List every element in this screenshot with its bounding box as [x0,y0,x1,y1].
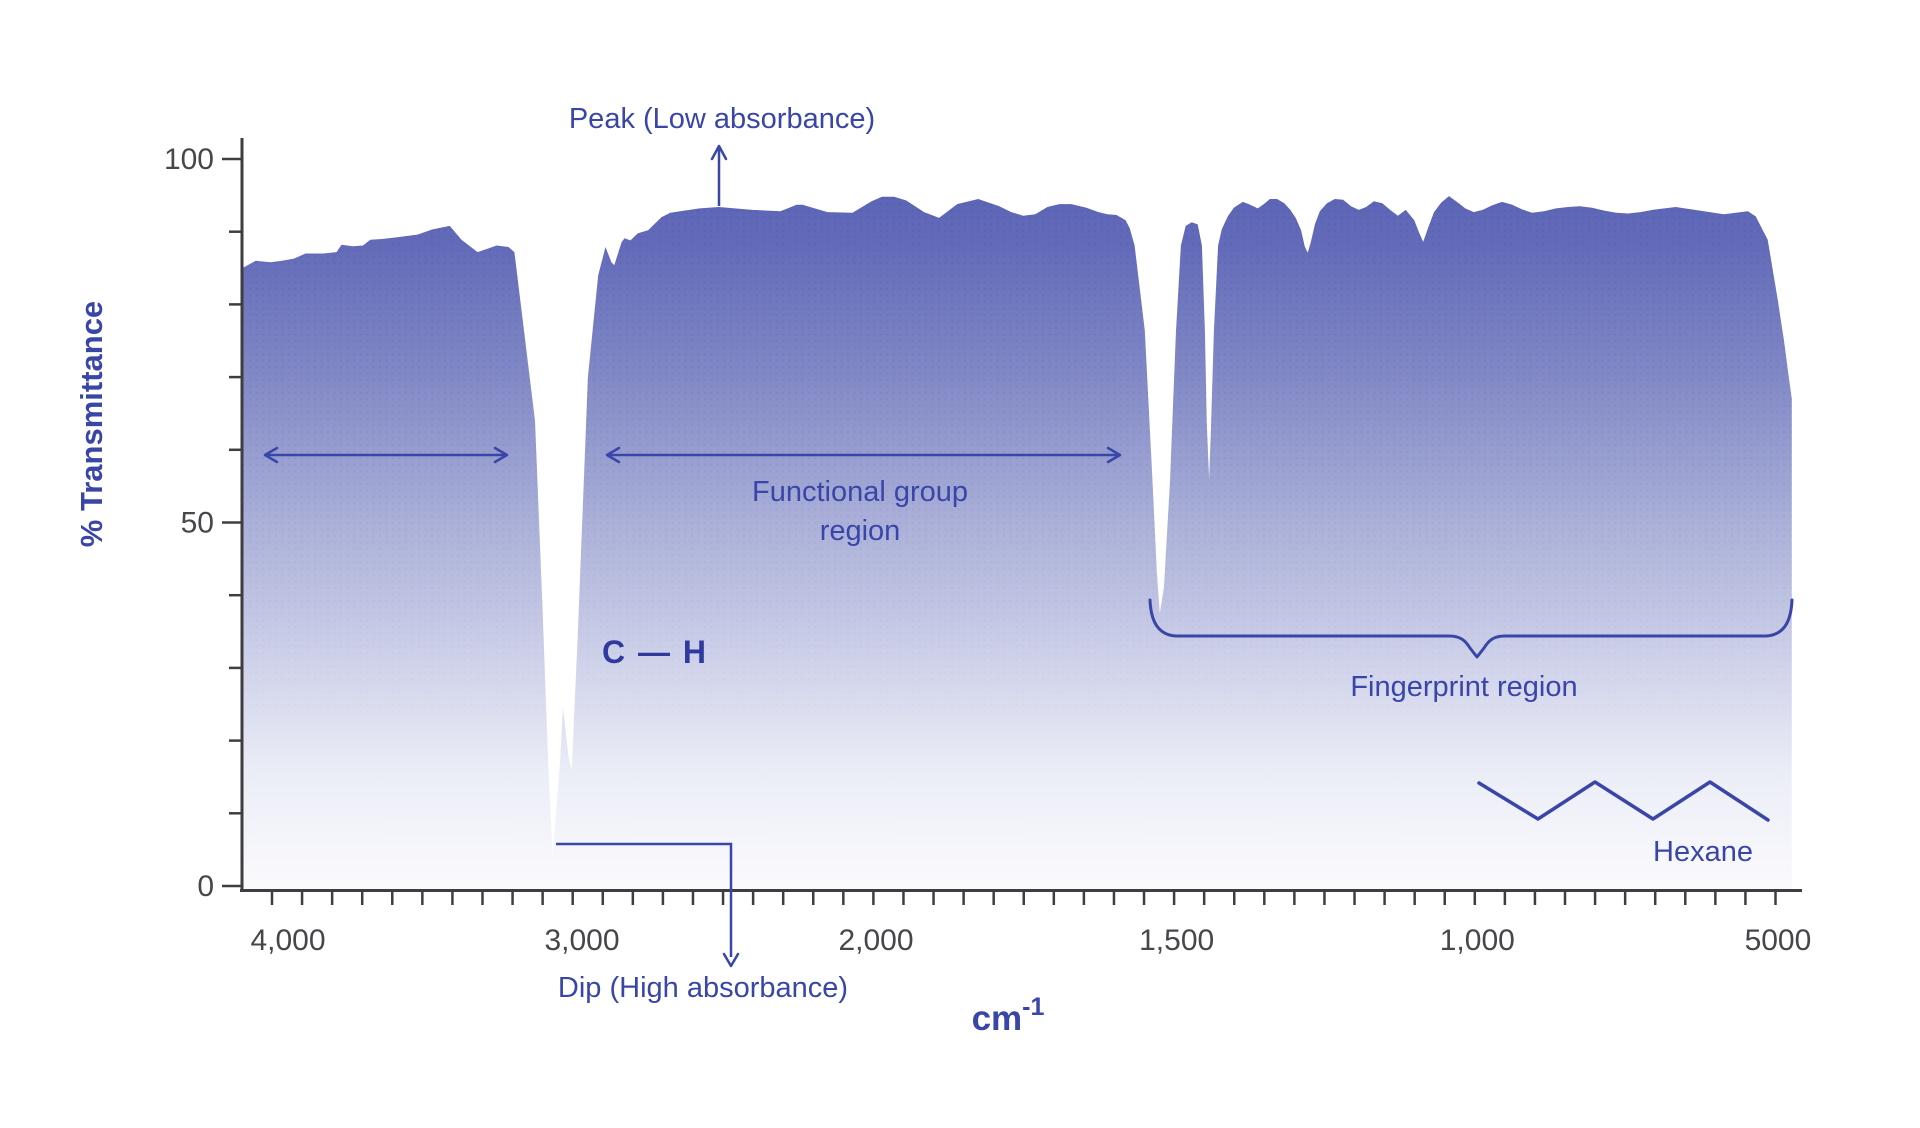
functional-group-label-line2: region [820,515,901,547]
peak-arrow-up-icon [710,144,728,161]
y-tick-label: 100 [164,143,214,176]
arrow-right-icon [493,446,509,464]
x-tick-labels: 4,000 3,000 2,000 1,500 1,000 5000 [250,924,1811,957]
x-tick-label: 2,000 [838,924,913,957]
x-tick-label: 5000 [1745,924,1812,957]
x-axis-title: cm-1 [972,993,1045,1038]
x-tick-label: 1,500 [1139,924,1214,957]
x-tick-label: 1,000 [1440,924,1515,957]
y-tick-label: 50 [181,507,214,540]
fingerprint-region-label: Fingerprint region [1350,671,1577,703]
x-tick-label: 3,000 [544,924,619,957]
ch-bond-label: C — H [602,634,708,670]
arrow-left-icon [605,446,621,464]
spectrum-halftone-texture [242,196,1792,890]
y-tick-label: 0 [197,870,214,903]
peak-annotation-label: Peak (Low absorbance) [569,103,875,135]
functional-group-arrow-right [605,446,1122,464]
arrow-right-icon [1106,446,1122,464]
axis-ticks [222,157,1777,905]
functional-group-label-line1: Functional group [752,476,968,508]
dip-arrow-down-icon [722,952,740,968]
y-tick-labels: 100 50 0 [164,143,214,903]
dip-annotation-label: Dip (High absorbance) [558,972,848,1004]
x-tick-label: 4,000 [250,924,325,957]
hexane-skeletal-structure [1477,780,1770,822]
y-axis-title: % Transmittance [74,301,109,547]
dip-callout-line [556,842,733,957]
arrow-left-icon [263,446,279,464]
hexane-label: Hexane [1653,836,1753,868]
fingerprint-brace [1148,598,1794,659]
functional-group-arrow-left [263,446,509,464]
